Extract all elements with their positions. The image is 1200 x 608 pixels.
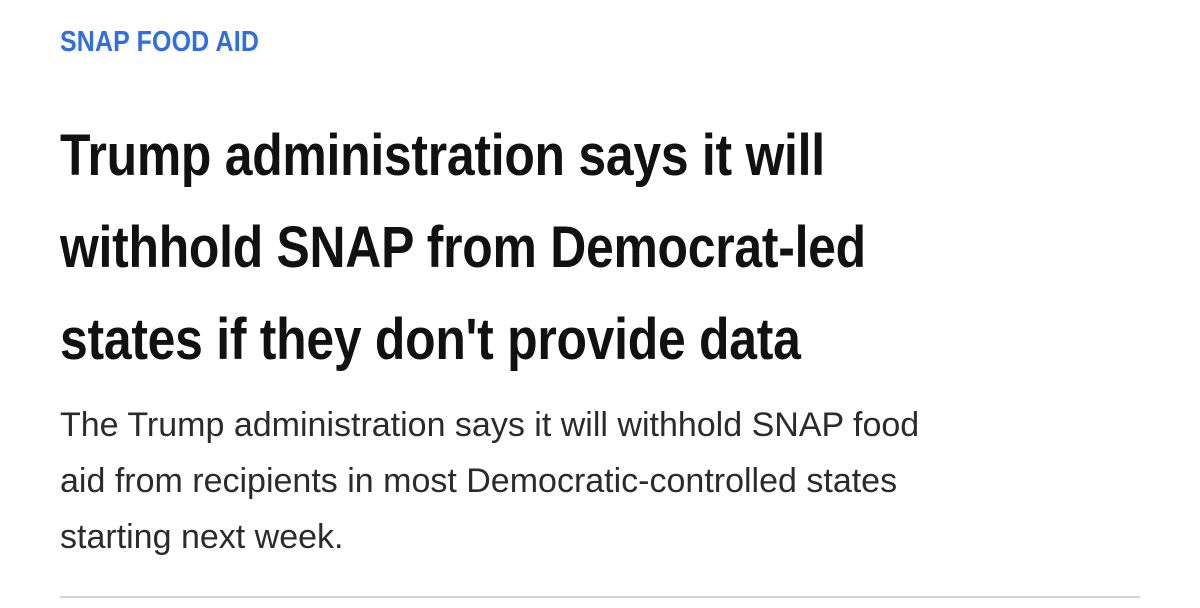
- section-kicker-link[interactable]: SNAP FOOD AID: [60, 26, 260, 58]
- headline-line: Trump administration says it will: [60, 123, 825, 188]
- headline-line: withhold SNAP from Democrat-led: [60, 215, 866, 280]
- article-summary: The Trump administration says it will wi…: [60, 397, 1120, 565]
- summary-line: aid from recipients in most Democratic-c…: [60, 462, 898, 500]
- summary-line: starting next week.: [60, 518, 344, 556]
- section-divider: [60, 596, 1140, 598]
- headline[interactable]: Trump administration says it will withho…: [60, 110, 1092, 386]
- summary-line: The Trump administration says it will wi…: [60, 406, 920, 444]
- headline-line: states if they don't provide data: [60, 307, 801, 372]
